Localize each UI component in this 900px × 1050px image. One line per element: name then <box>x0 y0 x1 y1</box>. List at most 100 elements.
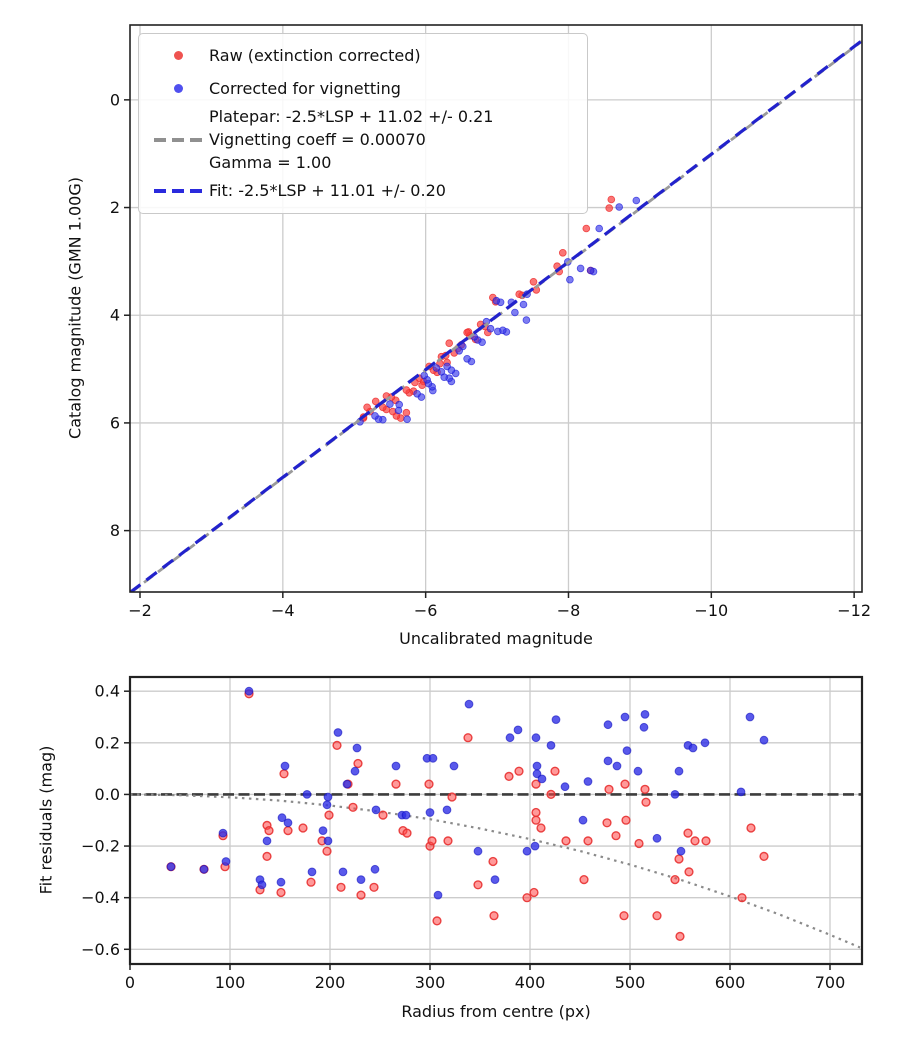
bottom-corrected-point <box>640 710 650 719</box>
bottom-corrected-point <box>428 753 438 763</box>
bottom-raw-point <box>620 779 630 789</box>
bottom-corrected-point <box>639 722 649 732</box>
legend-box: Raw (extinction corrected) Corrected for … <box>138 33 588 214</box>
legend-dot-marker-icon <box>147 84 209 93</box>
bottom-corrected-point <box>283 818 293 828</box>
bottom-ytick-label: −0.2 <box>81 837 120 856</box>
bottom-raw-point <box>746 823 756 833</box>
bottom-raw-point <box>701 836 711 846</box>
top-raw-point <box>418 381 426 390</box>
bottom-corrected-point <box>323 836 333 846</box>
bottom-corrected-point <box>652 833 662 843</box>
top-raw-point <box>402 408 411 417</box>
top-xtick-label: −4 <box>271 601 295 620</box>
bottom-raw-point <box>336 882 346 892</box>
bottom-corrected-point <box>218 828 228 838</box>
bottom-raw-point <box>463 733 473 743</box>
top-xtick-label: −10 <box>694 601 728 620</box>
bottom-corrected-point <box>307 867 317 877</box>
top-corrected-point <box>566 275 574 284</box>
top-corrected-point <box>455 346 464 355</box>
legend-item-label: Fit: -2.5*LSP + 11.01 +/- 0.20 <box>209 181 446 200</box>
bottom-raw-point <box>531 815 541 825</box>
dot-icon <box>173 51 183 60</box>
bottom-ytick-label: 0.4 <box>95 682 120 701</box>
bottom-raw-point <box>283 825 293 836</box>
bottom-yaxis-label: Fit residuals (mag) <box>36 745 56 895</box>
bottom-corrected-point <box>425 808 435 817</box>
legend-item-1: Corrected for vignetting <box>147 72 579 105</box>
top-corrected-point <box>403 415 411 424</box>
top-corrected-point <box>443 362 451 371</box>
bottom-corrected-point <box>603 720 613 730</box>
top-corrected-point <box>493 327 502 336</box>
top-yaxis-label: Catalog magnitude (GMN 1.00G) <box>65 177 85 439</box>
top-corrected-point <box>486 324 495 333</box>
bottom-raw-point <box>536 823 546 833</box>
top-corrected-point <box>432 364 441 372</box>
legend-dashed-line-icon <box>147 188 209 193</box>
top-corrected-point <box>595 224 603 233</box>
top-xtick-label: −6 <box>414 601 438 620</box>
bottom-corrected-point <box>736 787 746 797</box>
top-raw-point <box>529 277 538 286</box>
bottom-xtick-label: 100 <box>215 973 246 992</box>
bottom-raw-point <box>424 779 434 789</box>
bottom-raw-point <box>391 779 401 789</box>
legend-item-label: Corrected for vignetting <box>209 79 401 98</box>
bottom-corrected-point <box>277 813 287 823</box>
top-corrected-point <box>586 266 595 275</box>
bottom-raw-point <box>322 846 332 856</box>
bottom-corrected-point <box>333 728 343 737</box>
bottom-raw-point <box>619 911 629 921</box>
bottom-raw-point <box>579 874 589 885</box>
bottom-corrected-point <box>633 766 643 776</box>
legend-item-label: Raw (extinction corrected) <box>209 46 421 65</box>
bottom-corrected-point <box>350 766 360 776</box>
vignetting-loss-curve <box>130 793 861 949</box>
bottom-raw-point <box>546 789 556 800</box>
bottom-raw-point <box>684 867 694 877</box>
bottom-corrected-point <box>442 805 452 815</box>
top-raw-point <box>605 204 613 212</box>
bottom-raw-point <box>611 831 621 841</box>
top-corrected-point <box>632 196 641 205</box>
bottom-ytick-label: −0.6 <box>81 940 120 959</box>
bottom-raw-point <box>348 802 358 812</box>
bottom-corrected-point <box>513 725 523 735</box>
bottom-corrected-point <box>276 877 286 887</box>
bottom-xtick-label: 0 <box>125 973 135 992</box>
legend-item-3: Fit: -2.5*LSP + 11.01 +/- 0.20 <box>147 174 579 207</box>
bottom-corrected-point <box>473 846 483 856</box>
bottom-corrected-point <box>700 738 710 748</box>
bottom-corrected-point <box>612 761 622 771</box>
bottom-corrected-point <box>391 761 401 771</box>
bottom-corrected-point <box>352 743 362 753</box>
bottom-raw-point <box>332 740 342 751</box>
top-plot-area: −2 −4 −6 −8 −10 −12 0 2 4 6 8 <box>110 24 871 620</box>
bottom-xtick-label: 400 <box>515 973 546 992</box>
bottom-plot-area: 0 100 200 300 400 500 600 700 0.4 0.2 0.0 −0.2 −0.4 −… <box>81 675 864 992</box>
bottom-raw-point <box>443 836 453 846</box>
bottom-corrected-point <box>688 743 698 753</box>
bottom-raw-point <box>353 758 363 769</box>
top-ytick-label: 0 <box>110 90 120 109</box>
top-xtick-label: −12 <box>837 601 871 620</box>
bottom-raw-point <box>531 779 541 789</box>
top-corrected-point <box>413 389 421 398</box>
bottom-raw-point <box>583 836 593 846</box>
bottom-xtick-label: 700 <box>815 973 846 992</box>
bottom-xaxis-label: Radius from centre (px) <box>401 1002 591 1021</box>
bottom-corrected-point <box>578 815 588 825</box>
legend-item-label: Platepar: -2.5*LSP + 11.02 +/- 0.21 Vigne… <box>209 107 494 172</box>
top-xtick-label: −2 <box>128 601 152 620</box>
bottom-corrected-point <box>280 761 290 771</box>
bottom-raw-point <box>670 874 680 885</box>
bottom-spines <box>128 675 864 966</box>
legend-dot-marker-icon <box>147 51 209 60</box>
bottom-raw-point <box>561 836 571 846</box>
bottom-raw-point <box>652 911 662 921</box>
bottom-ytick-label: 0.0 <box>95 785 120 804</box>
bottom-corrected-point <box>490 875 500 884</box>
bottom-raw-point <box>602 818 612 828</box>
